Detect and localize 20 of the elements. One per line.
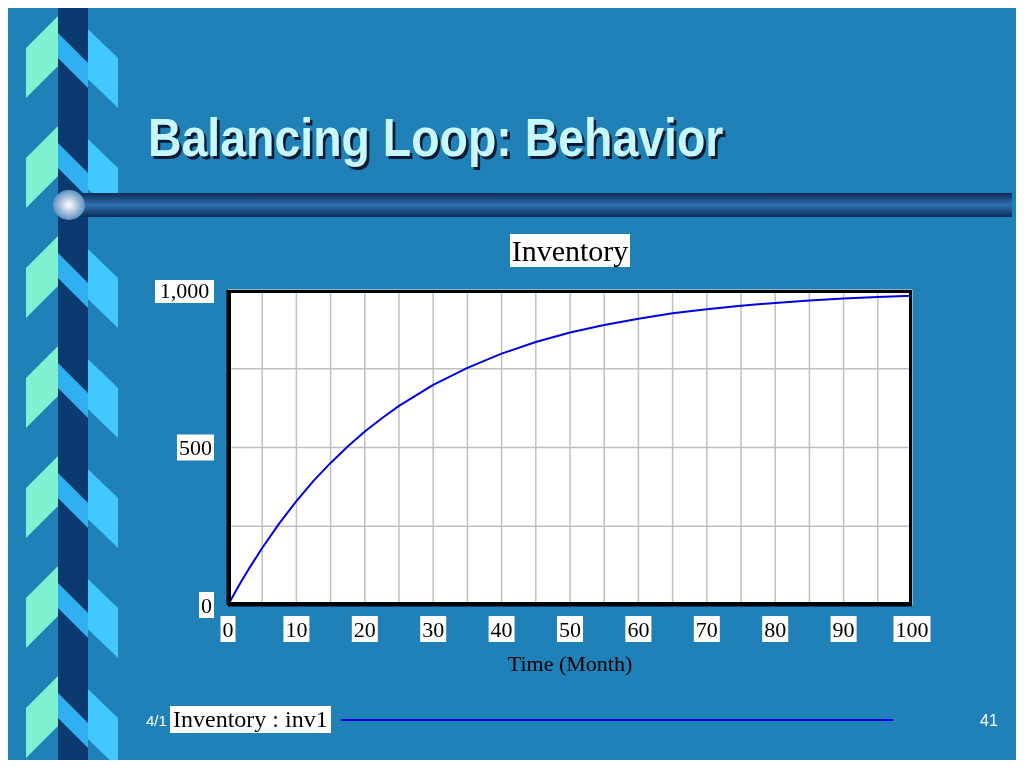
y-tick-label: 0 [201, 592, 212, 618]
y-tick-label: 1,000 [159, 277, 210, 303]
x-tick-label: 70 [695, 616, 718, 642]
x-tick-label: 100 [895, 616, 929, 642]
x-tick-label: 40 [490, 616, 513, 642]
chart-title: Balancing Loop: Behavior [148, 106, 724, 168]
y-tick-label: 500 [179, 435, 212, 460]
x-tick-label: 20 [353, 616, 376, 642]
x-tick-label: 30 [422, 616, 445, 642]
x-tick-label: 10 [285, 616, 308, 642]
x-axis-title: Time (Month) [507, 651, 633, 676]
chart-subtitle: Inventory [509, 234, 631, 267]
x-tick-label: 60 [627, 616, 650, 642]
x-tick-label: 50 [559, 616, 581, 642]
text: 4/1 [146, 712, 167, 729]
text: 41 [980, 712, 998, 730]
text: Inventory : inv1 [170, 706, 331, 733]
x-tick-label: 80 [764, 616, 787, 642]
x-tick-label: 90 [832, 616, 855, 642]
x-tick-label: 0 [222, 616, 234, 642]
